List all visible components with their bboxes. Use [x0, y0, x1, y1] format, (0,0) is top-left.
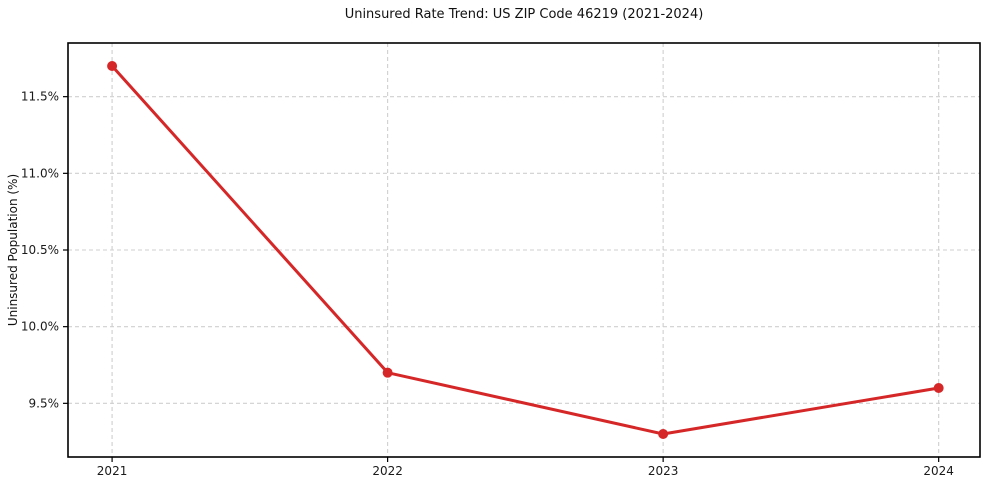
y-tick-label: 10.5%: [21, 243, 59, 257]
x-tick-label: 2021: [97, 464, 128, 478]
x-tick-label: 2024: [923, 464, 954, 478]
y-tick-label: 11.0%: [21, 166, 59, 180]
data-point: [107, 61, 118, 71]
data-point: [382, 367, 393, 378]
y-tick-label: 9.5%: [29, 396, 60, 410]
x-tick-label: 2023: [648, 464, 679, 478]
chart-title: Uninsured Rate Trend: US ZIP Code 46219 …: [344, 7, 704, 22]
trend-line: [110, 64, 941, 436]
x-tick-label: 2022: [372, 464, 403, 478]
data-point: [658, 429, 669, 439]
y-tick-label: 10.0%: [21, 320, 59, 334]
data-point: [933, 383, 944, 393]
y-tick-label: 11.5%: [21, 90, 59, 104]
